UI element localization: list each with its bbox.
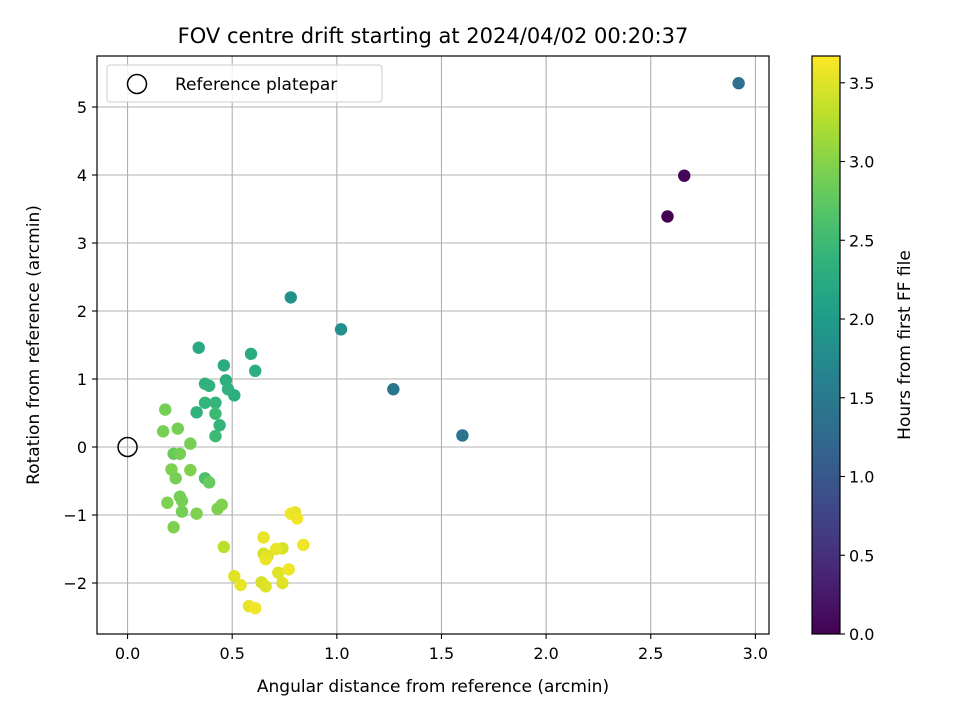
data-point: [244, 347, 258, 361]
colorbar-ticks: 0.0 0.5 1.0 1.5 2.0 2.5 3.0 3.5: [840, 74, 874, 644]
data-point: [173, 447, 187, 460]
y-tick-label: −2: [63, 574, 87, 593]
y-tick-label: 2: [77, 302, 87, 321]
data-point: [175, 494, 189, 507]
data-point: [190, 507, 203, 520]
legend-box: [106, 64, 383, 103]
legend: Reference platepar: [106, 64, 383, 103]
y-tick-label: 3: [77, 234, 87, 253]
x-tick-label: 0.0: [115, 644, 140, 663]
data-point: [156, 425, 170, 438]
chart-title: FOV centre drift starting at 2024/04/02 …: [178, 24, 689, 48]
data-point: [190, 406, 203, 419]
y-axis-label: Rotation from reference (arcmin): [24, 205, 44, 485]
colorbar-tick-label: 3.5: [849, 74, 874, 93]
data-point: [184, 463, 197, 477]
data-point: [234, 578, 247, 592]
colorbar-tick-label: 1.0: [849, 468, 874, 487]
y-tick-label: 4: [77, 166, 87, 185]
data-point: [209, 396, 222, 409]
data-point: [259, 580, 272, 593]
data-point: [387, 383, 400, 396]
x-tick-label: 0.5: [219, 644, 244, 663]
x-axis-ticks: 0.0 0.5 1.0 1.5 2.0 2.5 3.0: [115, 634, 768, 663]
colorbar-tick-label: 1.5: [849, 389, 874, 408]
x-tick-label: 1.0: [324, 644, 349, 663]
data-point: [228, 389, 241, 402]
y-tick-label: 5: [77, 98, 87, 117]
data-point: [171, 422, 184, 435]
data-point: [297, 538, 310, 552]
data-point: [192, 341, 205, 354]
data-point: [259, 553, 272, 566]
data-point: [269, 542, 283, 556]
data-point: [217, 540, 231, 554]
data-point: [198, 396, 212, 409]
colorbar: 0.0 0.5 1.0 1.5 2.0 2.5 3.0 3.5 Hours from firs…: [811, 55, 915, 644]
colorbar-tick-label: 0.5: [849, 546, 874, 565]
colorbar-label: Hours from first FF file: [895, 250, 915, 440]
data-point: [249, 601, 262, 615]
colorbar-gradient: [811, 55, 841, 635]
reference-platepar-marker: [117, 436, 138, 458]
y-axis-ticks: −2 −1 0 1 2 3 4 5: [63, 98, 97, 593]
colorbar-tick-label: 3.0: [849, 153, 874, 172]
data-point: [202, 476, 216, 489]
colorbar-tick-label: 2.0: [849, 310, 874, 329]
grid: [97, 56, 769, 634]
data-point: [167, 521, 180, 534]
legend-entry-reference-platepar: Reference platepar: [175, 75, 337, 95]
data-point: [213, 419, 226, 432]
data-point: [228, 570, 241, 583]
data-point: [175, 505, 189, 518]
x-tick-label: 2.5: [638, 644, 663, 663]
data-point: [678, 169, 691, 182]
data-point: [209, 429, 222, 443]
data-point: [184, 437, 197, 450]
colorbar-tick-label: 0.0: [849, 625, 874, 644]
data-point: [257, 531, 270, 544]
data-point: [209, 407, 222, 420]
data-point: [217, 359, 231, 372]
y-tick-label: 1: [77, 370, 87, 389]
y-tick-label: 0: [77, 438, 87, 457]
y-tick-label: −1: [63, 506, 87, 525]
data-point: [211, 502, 224, 516]
legend-marker-icon: [126, 73, 148, 95]
data-points: [156, 77, 745, 615]
x-axis-label: Angular distance from reference (arcmin): [257, 677, 609, 697]
data-point: [282, 563, 295, 576]
data-point: [161, 496, 174, 509]
data-point: [284, 291, 297, 304]
data-point: [334, 323, 348, 336]
x-tick-label: 3.0: [743, 644, 768, 663]
data-point: [661, 210, 674, 223]
data-point: [202, 379, 216, 392]
x-tick-label: 1.5: [429, 644, 454, 663]
data-point: [276, 576, 289, 590]
x-tick-label: 2.0: [533, 644, 558, 663]
colorbar-tick-label: 2.5: [849, 231, 874, 250]
plot-frame: [96, 55, 770, 635]
data-point: [272, 566, 285, 579]
data-point: [290, 512, 304, 525]
data-point: [456, 429, 469, 442]
data-point: [159, 403, 172, 416]
data-point: [169, 472, 182, 485]
data-point: [249, 364, 262, 378]
data-point: [732, 77, 745, 90]
